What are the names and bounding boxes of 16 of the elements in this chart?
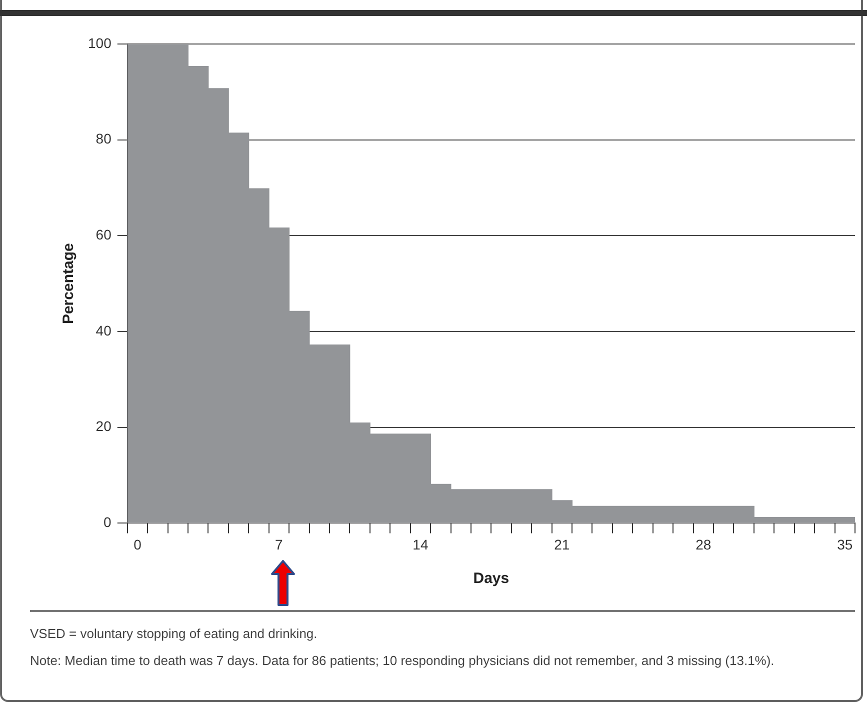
x-tick-label: 0 (134, 536, 142, 552)
y-tick-label: 100 (88, 34, 112, 51)
x-tick-label: 35 (837, 536, 853, 552)
y-axis-title: Percentage (60, 243, 78, 324)
y-tick-label: 60 (96, 226, 112, 243)
x-tick-label: 7 (275, 536, 284, 552)
y-tick-label: 0 (104, 514, 112, 530)
text: Note: Median time to death was 7 days. Data for 86 patients; 10 responding physicians did not remember, and 3 missing (13.1%). (30, 652, 776, 670)
x-axis-title: Days (473, 570, 510, 588)
x-tick-label: 21 (554, 536, 570, 552)
x-tick-label: 14 (412, 536, 428, 552)
text: VSED = voluntary stopping of eating and drinking. (30, 625, 318, 643)
x-tick-label: 28 (696, 536, 712, 552)
y-tick-label: 80 (96, 130, 112, 147)
y-tick-label: 40 (96, 322, 112, 338)
y-tick-label: 20 (96, 418, 112, 434)
